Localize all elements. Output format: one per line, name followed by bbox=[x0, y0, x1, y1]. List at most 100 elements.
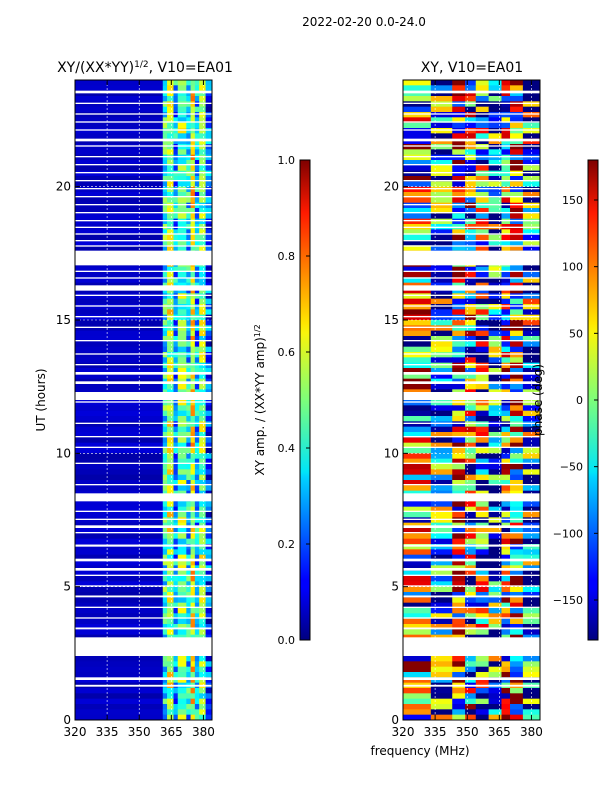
heatmap-cell bbox=[190, 410, 196, 417]
heatmap-cell bbox=[177, 128, 187, 134]
heatmap-cell bbox=[403, 421, 432, 428]
heatmap-cell bbox=[190, 437, 196, 444]
heatmap-cell bbox=[194, 677, 200, 684]
heatmap-cell bbox=[522, 549, 540, 556]
heatmap-cell bbox=[475, 624, 490, 630]
heatmap-cell bbox=[205, 544, 212, 550]
heatmap-cell bbox=[205, 96, 212, 102]
heatmap-cell bbox=[205, 672, 212, 678]
heatmap-cell bbox=[173, 693, 179, 700]
heatmap-cell bbox=[430, 165, 453, 172]
heatmap-cell bbox=[205, 176, 212, 182]
heatmap-cell bbox=[522, 293, 540, 300]
heatmap-cell bbox=[173, 666, 179, 673]
heatmap-cell bbox=[173, 586, 179, 593]
heatmap-cell bbox=[75, 325, 164, 332]
heatmap-cell bbox=[501, 85, 511, 92]
heatmap-cell bbox=[403, 576, 432, 582]
heatmap-cell bbox=[522, 234, 540, 241]
heatmap-cell bbox=[510, 437, 524, 444]
heatmap-cell bbox=[522, 698, 540, 705]
heatmap-cell bbox=[194, 170, 200, 177]
flagged-interval bbox=[75, 340, 212, 342]
heatmap-cell bbox=[501, 602, 511, 609]
heatmap-cell bbox=[488, 554, 503, 561]
heatmap-cell bbox=[510, 506, 524, 513]
heatmap-cell bbox=[186, 656, 192, 662]
heatmap-cell bbox=[501, 213, 511, 220]
heatmap-cell bbox=[501, 117, 511, 124]
heatmap-cell bbox=[430, 128, 453, 134]
heatmap-cell bbox=[162, 437, 168, 444]
heatmap-cell bbox=[186, 576, 192, 582]
heatmap-cell bbox=[177, 170, 187, 177]
heatmap-cell bbox=[75, 288, 164, 294]
heatmap-cell bbox=[403, 128, 432, 134]
heatmap-cell bbox=[75, 192, 164, 198]
heatmap-cell bbox=[452, 597, 466, 604]
heatmap-cell bbox=[522, 101, 540, 108]
heatmap-cell bbox=[167, 453, 175, 460]
heatmap-cell bbox=[403, 469, 432, 476]
heatmap-cell bbox=[430, 410, 453, 417]
heatmap-cell bbox=[501, 298, 511, 305]
heatmap-cell bbox=[475, 234, 490, 241]
heatmap-cell bbox=[173, 512, 179, 518]
heatmap-cell bbox=[452, 714, 466, 720]
heatmap-cell bbox=[177, 709, 187, 716]
heatmap-cell bbox=[162, 368, 168, 374]
heatmap-cell bbox=[162, 272, 168, 278]
heatmap-cell bbox=[403, 336, 432, 342]
heatmap-cell bbox=[488, 352, 503, 358]
heatmap-cell bbox=[510, 528, 524, 534]
heatmap-cell bbox=[510, 122, 524, 129]
heatmap-cell bbox=[501, 613, 511, 620]
heatmap-cell bbox=[510, 624, 524, 630]
heatmap-cell bbox=[162, 320, 168, 326]
heatmap-cell bbox=[475, 197, 490, 204]
heatmap-cell bbox=[452, 442, 466, 449]
heatmap-cell bbox=[167, 197, 175, 204]
heatmap-cell bbox=[75, 309, 164, 316]
heatmap-cell bbox=[522, 618, 540, 625]
heatmap-cell bbox=[475, 533, 490, 540]
flagged-interval bbox=[403, 518, 540, 520]
heatmap-cell bbox=[194, 314, 200, 321]
heatmap-cell bbox=[167, 346, 175, 353]
heatmap-cell bbox=[501, 122, 511, 129]
heatmap-cell bbox=[522, 202, 540, 209]
flagged-interval bbox=[403, 121, 540, 123]
heatmap-cell bbox=[162, 517, 168, 524]
flagged-interval bbox=[75, 558, 212, 562]
heatmap-cell bbox=[162, 362, 168, 369]
heatmap-cell bbox=[430, 421, 453, 428]
heatmap-cell bbox=[522, 485, 540, 492]
heatmap-cell bbox=[167, 448, 175, 454]
heatmap-cell bbox=[194, 96, 200, 102]
heatmap-cell bbox=[488, 80, 503, 86]
heatmap-cell bbox=[177, 368, 187, 374]
heatmap-cell bbox=[501, 448, 511, 454]
flagged-interval bbox=[75, 677, 212, 680]
flagged-interval bbox=[75, 353, 212, 355]
heatmap-cell bbox=[167, 538, 175, 545]
heatmap-cell bbox=[194, 176, 200, 182]
flagged-interval bbox=[403, 240, 540, 242]
y-tick-label: 10 bbox=[384, 446, 399, 460]
heatmap-cell bbox=[177, 474, 187, 481]
heatmap-cell bbox=[475, 608, 490, 614]
heatmap-cell bbox=[186, 602, 192, 609]
heatmap-cell bbox=[510, 346, 524, 353]
heatmap-cell bbox=[501, 421, 511, 428]
flagged-interval bbox=[75, 204, 212, 206]
heatmap-cell bbox=[452, 90, 466, 97]
heatmap-cell bbox=[177, 357, 187, 364]
heatmap-cell bbox=[430, 426, 453, 433]
heatmap-cell bbox=[475, 245, 490, 252]
heatmap-cell bbox=[452, 170, 466, 177]
heatmap-cell bbox=[177, 448, 187, 454]
heatmap-cell bbox=[173, 458, 179, 465]
heatmap-cell bbox=[205, 480, 212, 486]
heatmap-cell bbox=[75, 421, 164, 428]
heatmap-cell bbox=[205, 325, 212, 332]
